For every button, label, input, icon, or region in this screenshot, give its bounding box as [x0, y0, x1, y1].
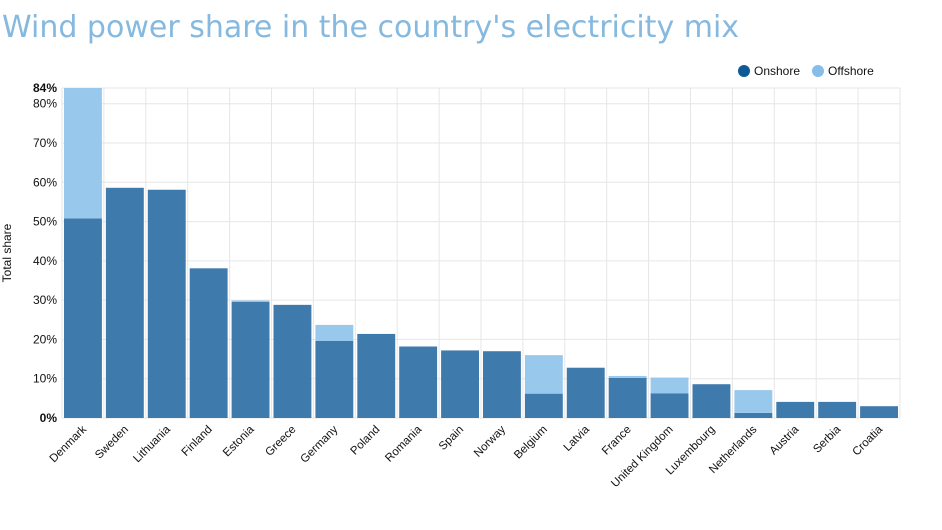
x-tick-label: Croatia — [850, 423, 885, 458]
bar-onshore-netherlands[interactable] — [734, 412, 773, 418]
legend-item-onshore[interactable]: Onshore — [738, 64, 800, 78]
bar-offshore-denmark[interactable] — [64, 88, 102, 219]
bar-onshore-estonia[interactable] — [231, 301, 270, 418]
bar-onshore-lithuania[interactable] — [147, 189, 186, 418]
x-tick-label: Belgium — [512, 424, 550, 462]
y-tick-label: 0% — [40, 411, 58, 425]
x-tick-label: Romania — [383, 423, 424, 464]
bar-onshore-latvia[interactable] — [566, 367, 605, 418]
x-tick-label: Serbia — [811, 423, 843, 455]
x-tick-label: Austria — [768, 423, 802, 457]
bar-offshore-belgium[interactable] — [524, 355, 563, 394]
bar-onshore-croatia[interactable] — [860, 406, 898, 418]
y-tick-label: 70% — [33, 136, 57, 150]
bar-onshore-norway[interactable] — [483, 351, 521, 418]
bar-onshore-austria[interactable] — [776, 401, 815, 418]
bar-onshore-poland[interactable] — [357, 333, 396, 418]
bar-onshore-romania[interactable] — [399, 346, 438, 419]
bar-onshore-germany[interactable] — [315, 341, 354, 418]
bar-onshore-denmark[interactable] — [64, 218, 102, 418]
bar-onshore-spain[interactable] — [441, 350, 479, 418]
y-tick-label: 84% — [33, 81, 57, 95]
chart-title: Wind power share in the country's electr… — [2, 10, 740, 45]
y-tick-label: 30% — [33, 293, 57, 307]
bar-onshore-united-kingdom[interactable] — [650, 393, 689, 418]
legend-dot-onshore — [738, 65, 750, 77]
x-tick-label: Spain — [437, 424, 466, 453]
bar-onshore-finland[interactable] — [189, 268, 228, 418]
y-tick-label: 80% — [33, 97, 57, 111]
legend-item-offshore[interactable]: Offshore — [812, 64, 874, 78]
legend-label-onshore: Onshore — [754, 64, 801, 78]
bar-onshore-serbia[interactable] — [818, 401, 857, 418]
bar-offshore-germany[interactable] — [315, 324, 354, 341]
y-tick-label: 60% — [33, 175, 57, 189]
x-tick-label: Denmark — [48, 423, 90, 465]
y-axis-label: Total share — [0, 223, 14, 282]
y-tick-label: 40% — [33, 254, 57, 268]
y-tick-label: 20% — [33, 332, 57, 346]
x-tick-label: Germany — [299, 423, 341, 465]
x-tick-label: Finland — [180, 424, 215, 459]
x-tick-label: Estonia — [221, 423, 257, 459]
x-tick-label: Latvia — [562, 423, 593, 454]
bar-onshore-sweden[interactable] — [105, 187, 144, 418]
x-tick-label: France — [600, 424, 634, 458]
x-tick-label: Lithuania — [131, 423, 173, 465]
chart-legend: Onshore Offshore — [738, 64, 886, 78]
bar-offshore-united-kingdom[interactable] — [650, 377, 689, 394]
x-tick-label: Greece — [263, 424, 298, 459]
y-tick-label: 10% — [33, 372, 57, 386]
x-tick-label: Sweden — [93, 424, 131, 462]
bar-onshore-greece[interactable] — [273, 304, 312, 418]
bar-onshore-luxembourg[interactable] — [692, 384, 731, 418]
bar-offshore-estonia[interactable] — [231, 300, 270, 302]
legend-label-offshore: Offshore — [828, 64, 874, 78]
bar-onshore-france[interactable] — [608, 377, 647, 418]
y-tick-label: 50% — [33, 215, 57, 229]
bar-offshore-france[interactable] — [608, 375, 647, 378]
legend-dot-offshore — [812, 65, 825, 77]
bar-onshore-belgium[interactable] — [524, 393, 563, 418]
x-tick-label: Norway — [472, 423, 508, 459]
bar-offshore-netherlands[interactable] — [734, 390, 773, 413]
x-tick-label: Poland — [349, 424, 383, 458]
